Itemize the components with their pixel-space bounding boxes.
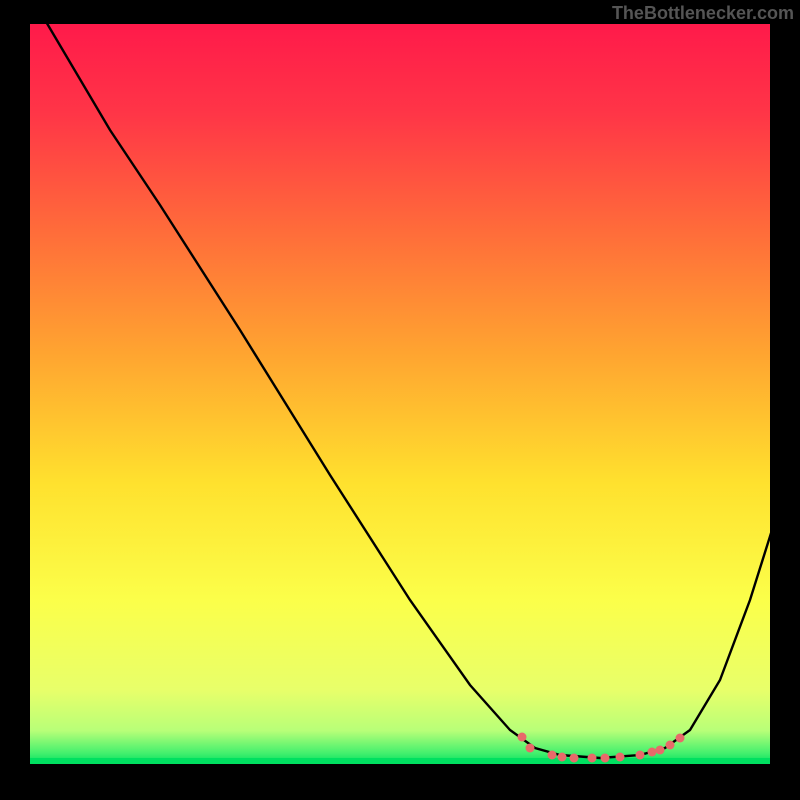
bottleneck-chart: TheBottlenecker.com — [0, 0, 800, 800]
marker-point — [616, 753, 625, 762]
marker-point — [636, 751, 645, 760]
marker-point — [518, 733, 527, 742]
marker-point — [656, 746, 665, 755]
marker-point — [526, 744, 535, 753]
marker-point — [588, 754, 597, 763]
marker-point — [648, 748, 657, 757]
marker-point — [548, 751, 557, 760]
marker-point — [676, 734, 685, 743]
chart-svg — [0, 0, 800, 800]
plot-area — [30, 24, 770, 764]
marker-point — [558, 753, 567, 762]
marker-point — [666, 741, 675, 750]
marker-point — [601, 754, 610, 763]
marker-point — [570, 754, 579, 763]
watermark-text: TheBottlenecker.com — [612, 3, 794, 24]
green-band — [30, 758, 770, 764]
